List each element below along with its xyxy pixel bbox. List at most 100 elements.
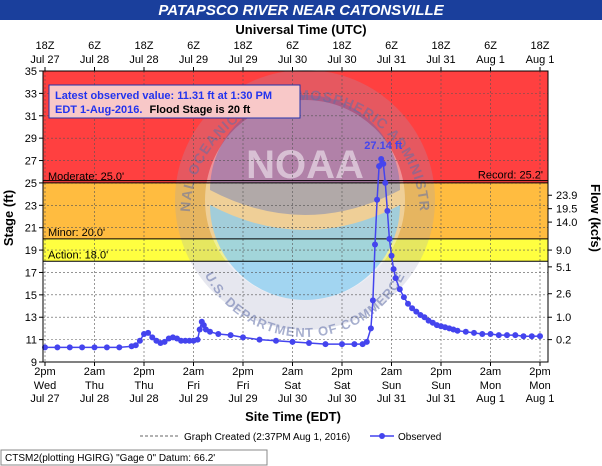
top-axis-title: Universal Time (UTC) [235, 22, 366, 37]
data-point [520, 333, 527, 340]
data-point [145, 329, 152, 336]
x-tick-day: Mon [529, 380, 550, 392]
title-bar [0, 0, 602, 20]
top-tick-date: Jul 29 [228, 54, 257, 66]
legend-observed-marker [379, 433, 385, 439]
top-tick-date: Jul 29 [179, 54, 208, 66]
seal-bird-wing [210, 95, 400, 215]
footer-box [0, 449, 268, 466]
data-point [136, 337, 143, 344]
top-tick-time: 18Z [432, 40, 451, 52]
x-tick-date: Jul 29 [179, 393, 208, 405]
data-point [273, 337, 279, 344]
top-tick-date: Jul 28 [129, 54, 158, 66]
legend-observed-label: Observed [398, 432, 441, 443]
info-box: Latest observed value: 11.31 ft at 1:30 … [48, 84, 301, 119]
y2-tick-label: 14.0 [556, 217, 577, 229]
y-tick-label: 11 [26, 335, 37, 347]
y-tick-label: 15 [25, 290, 37, 302]
x-tick-time: 2am [282, 366, 303, 378]
data-point [306, 340, 312, 346]
y2-axis-title: Flow (kcfs) [588, 184, 602, 252]
x-tick-time: 2am [84, 366, 105, 378]
data-point [196, 326, 203, 333]
x-tick-day: Thu [135, 380, 154, 392]
y-tick-label: 35 [25, 66, 37, 78]
data-point [363, 338, 370, 345]
y-tick-label: 31 [25, 111, 37, 123]
data-point [479, 331, 486, 337]
data-point [186, 337, 193, 344]
x-tick-time: 2am [183, 366, 204, 378]
x-tick-date: Aug 1 [476, 393, 505, 405]
data-point [194, 336, 201, 343]
data-point [504, 332, 510, 339]
data-point [91, 344, 98, 351]
threshold-lines: Action: 18.0' Minor: 20.0' Moderate: 25.0'… [43, 170, 548, 262]
data-point [54, 344, 61, 351]
data-point [215, 331, 222, 337]
x-tick-time: 2am [480, 366, 501, 378]
right-axis-ticks: 23.9 19.514.0 9.0 5.1 2.6 1.0 0.2 [548, 190, 577, 347]
data-point [528, 333, 535, 340]
flood-zones [43, 71, 548, 362]
data-point [374, 196, 381, 203]
data-point [322, 341, 329, 348]
legend-created-label: Graph Created (2:37PM Aug 1, 2016) [184, 432, 350, 443]
top-tick-time: 6Z [484, 40, 497, 52]
data-point [178, 337, 185, 344]
data-point [388, 252, 395, 259]
x-axis-title: Site Time (EDT) [245, 409, 341, 424]
x-tick-time: 2pm [34, 366, 55, 378]
data-point [384, 207, 391, 214]
data-point [79, 344, 86, 351]
data-point [256, 336, 263, 343]
data-point [400, 294, 407, 301]
y-tick-label: 29 [25, 133, 37, 145]
data-point [495, 332, 502, 339]
zone-minor [43, 182, 548, 239]
top-tick-date: Aug 1 [476, 54, 505, 66]
x-tick-day: Fri [187, 380, 200, 392]
data-point [289, 338, 296, 345]
top-tick-date: Jul 31 [426, 54, 455, 66]
top-tick-date: Jul 31 [377, 54, 406, 66]
top-tick-time: 18Z [234, 40, 253, 52]
top-tick-time: 18Z [531, 40, 550, 52]
info-flood-stage: Flood Stage is 20 ft [149, 104, 250, 116]
data-point [161, 338, 168, 345]
y2-tick-label: 2.6 [556, 289, 571, 301]
y2-tick-label: 9.0 [556, 245, 571, 257]
x-tick-day: Sat [284, 380, 301, 392]
y-tick-label: 21 [25, 223, 37, 235]
y2-tick-label: 19.5 [556, 204, 577, 216]
info-box-background [48, 84, 301, 119]
x-tick-time: 2pm [232, 366, 253, 378]
footer-datum: CTSM2(plotting HGIRG) "Gage 0" Datum: 66… [5, 453, 215, 464]
top-tick-time: 18Z [36, 40, 55, 52]
y-tick-label: 17 [25, 267, 37, 279]
y2-tick-label: 23.9 [556, 190, 577, 202]
y-tick-label: 25 [25, 178, 37, 190]
x-tick-date: Jul 30 [278, 393, 307, 405]
x-tick-date: Jul 27 [30, 393, 59, 405]
y2-tick-label: 0.2 [556, 335, 571, 347]
x-tick-day: Fri [237, 380, 250, 392]
top-tick-time: 6Z [88, 40, 101, 52]
top-tick-time: 6Z [187, 40, 200, 52]
y-tick-label: 9 [31, 357, 37, 369]
data-point [382, 179, 389, 186]
observed-series [42, 156, 543, 351]
top-axis-ticks: 18Z Jul 27 6Z Jul 28 18Z Jul 28 6Z Jul 29 18Z Jul… [30, 40, 554, 71]
x-tick-day: Sun [382, 380, 402, 392]
top-tick-date: Jul 27 [30, 54, 59, 66]
x-tick-date: Jul 30 [327, 393, 356, 405]
x-tick-day: Mon [480, 380, 501, 392]
top-tick-date: Jul 30 [278, 54, 307, 66]
data-point [240, 334, 246, 341]
top-tick-time: 6Z [385, 40, 398, 52]
threshold-label-minor: Minor: 20.0' [48, 227, 105, 239]
data-point [207, 328, 213, 335]
top-tick-date: Jul 30 [327, 54, 356, 66]
top-tick-date: Jul 28 [80, 54, 109, 66]
